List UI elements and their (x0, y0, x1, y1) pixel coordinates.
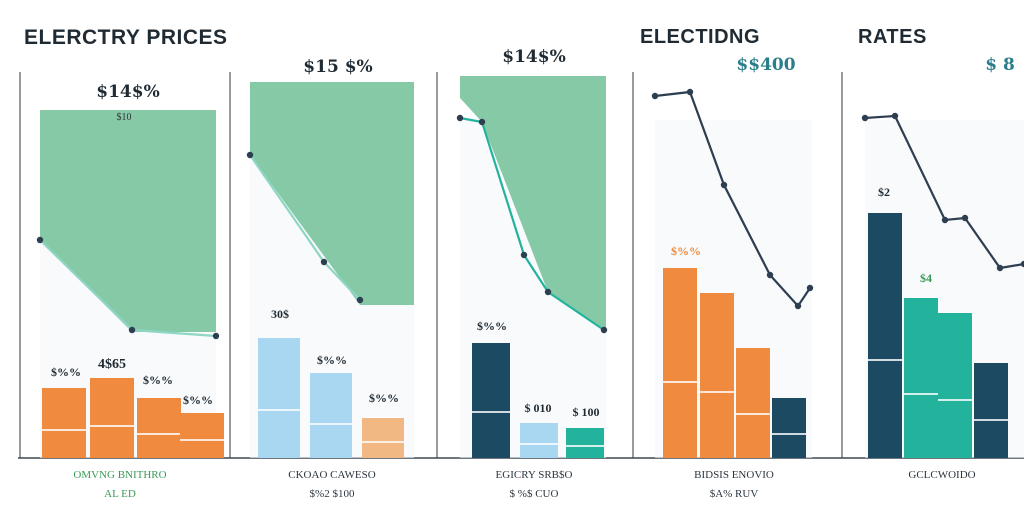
chart-title-right: RATES (858, 26, 927, 48)
line-point (806, 284, 814, 292)
bar-value-label: $%% (183, 393, 213, 407)
bar-value-label: $%% (143, 373, 173, 387)
line-point (544, 288, 552, 296)
category-label: OMVNG BNITHRO (73, 469, 166, 481)
bar (520, 423, 558, 458)
category-label: CKOAO CAWESO (288, 469, 375, 481)
category-label: EGICRY SRB$O (496, 469, 573, 481)
category-label: BIDSIS ENOVIO (694, 469, 774, 481)
line-point (794, 302, 802, 310)
bar (90, 378, 134, 458)
bar-value-label: $%% (369, 391, 399, 405)
category-sublabel: $ %$ CUO (510, 488, 559, 500)
area-fill (250, 82, 414, 305)
line-point (686, 88, 694, 96)
category-sublabel: $A% RUV (710, 488, 759, 500)
chart-title-middle: ELECTIDNG (640, 26, 761, 48)
bar-value-label: $2 (878, 185, 890, 199)
bar (566, 428, 604, 458)
bar (974, 363, 1008, 458)
line-point (961, 214, 969, 222)
bar (868, 213, 902, 458)
bar-value-label: 30$ (271, 307, 289, 321)
line-point (520, 251, 528, 259)
line-point (1020, 260, 1024, 268)
area-value-label: $15 $% (303, 57, 372, 77)
line-point (128, 326, 136, 334)
area-value-label: $14$% (502, 47, 565, 67)
area-fill (460, 76, 606, 330)
bar-value-label: $%% (671, 244, 701, 258)
chart-title-left: ELERCTRY PRICES (24, 26, 228, 49)
bar (904, 298, 938, 458)
line-point (356, 296, 364, 304)
line-point (720, 181, 728, 189)
bar (736, 348, 770, 458)
line-point (861, 114, 869, 122)
line-point (651, 92, 659, 100)
bar (772, 398, 806, 458)
line-point (212, 332, 220, 340)
line-point (36, 236, 44, 244)
bar (42, 388, 86, 458)
series-line (864, 114, 1024, 270)
series-line (654, 90, 811, 308)
category-sublabel: $%2 $100 (310, 488, 355, 500)
line-point (941, 216, 949, 224)
area-value-label: $ 8 (985, 55, 1015, 75)
bar-value-label: $ 010 (525, 401, 552, 415)
bar (938, 313, 972, 458)
line-point (996, 264, 1004, 272)
bar (310, 373, 352, 458)
area-value-label: $$400 (736, 55, 795, 75)
bar-value-label: $4 (920, 271, 932, 285)
line-point (478, 118, 486, 126)
line-point (320, 258, 328, 266)
bar (472, 343, 510, 458)
bar (362, 418, 404, 458)
line-point (891, 112, 899, 120)
bar (258, 338, 300, 458)
line-point (766, 271, 774, 279)
group-label: 4$65 (98, 357, 126, 372)
area-fill (40, 110, 216, 332)
bar (137, 398, 181, 458)
bar-value-label: $ 100 (573, 405, 600, 419)
line-point (456, 114, 464, 122)
category-label: GCLCWOIDO (908, 469, 975, 481)
bar-value-label: $%% (51, 365, 81, 379)
bar (700, 293, 734, 458)
line-point (600, 326, 608, 334)
area-sub-label: $10 (117, 112, 132, 123)
line-point (246, 151, 254, 159)
bar (663, 268, 697, 458)
area-value-label: $14$% (96, 82, 159, 102)
bar-value-label: $%% (317, 353, 347, 367)
bar (180, 413, 224, 458)
bar-value-label: $%% (477, 319, 507, 333)
category-sublabel: AL ED (104, 488, 136, 500)
